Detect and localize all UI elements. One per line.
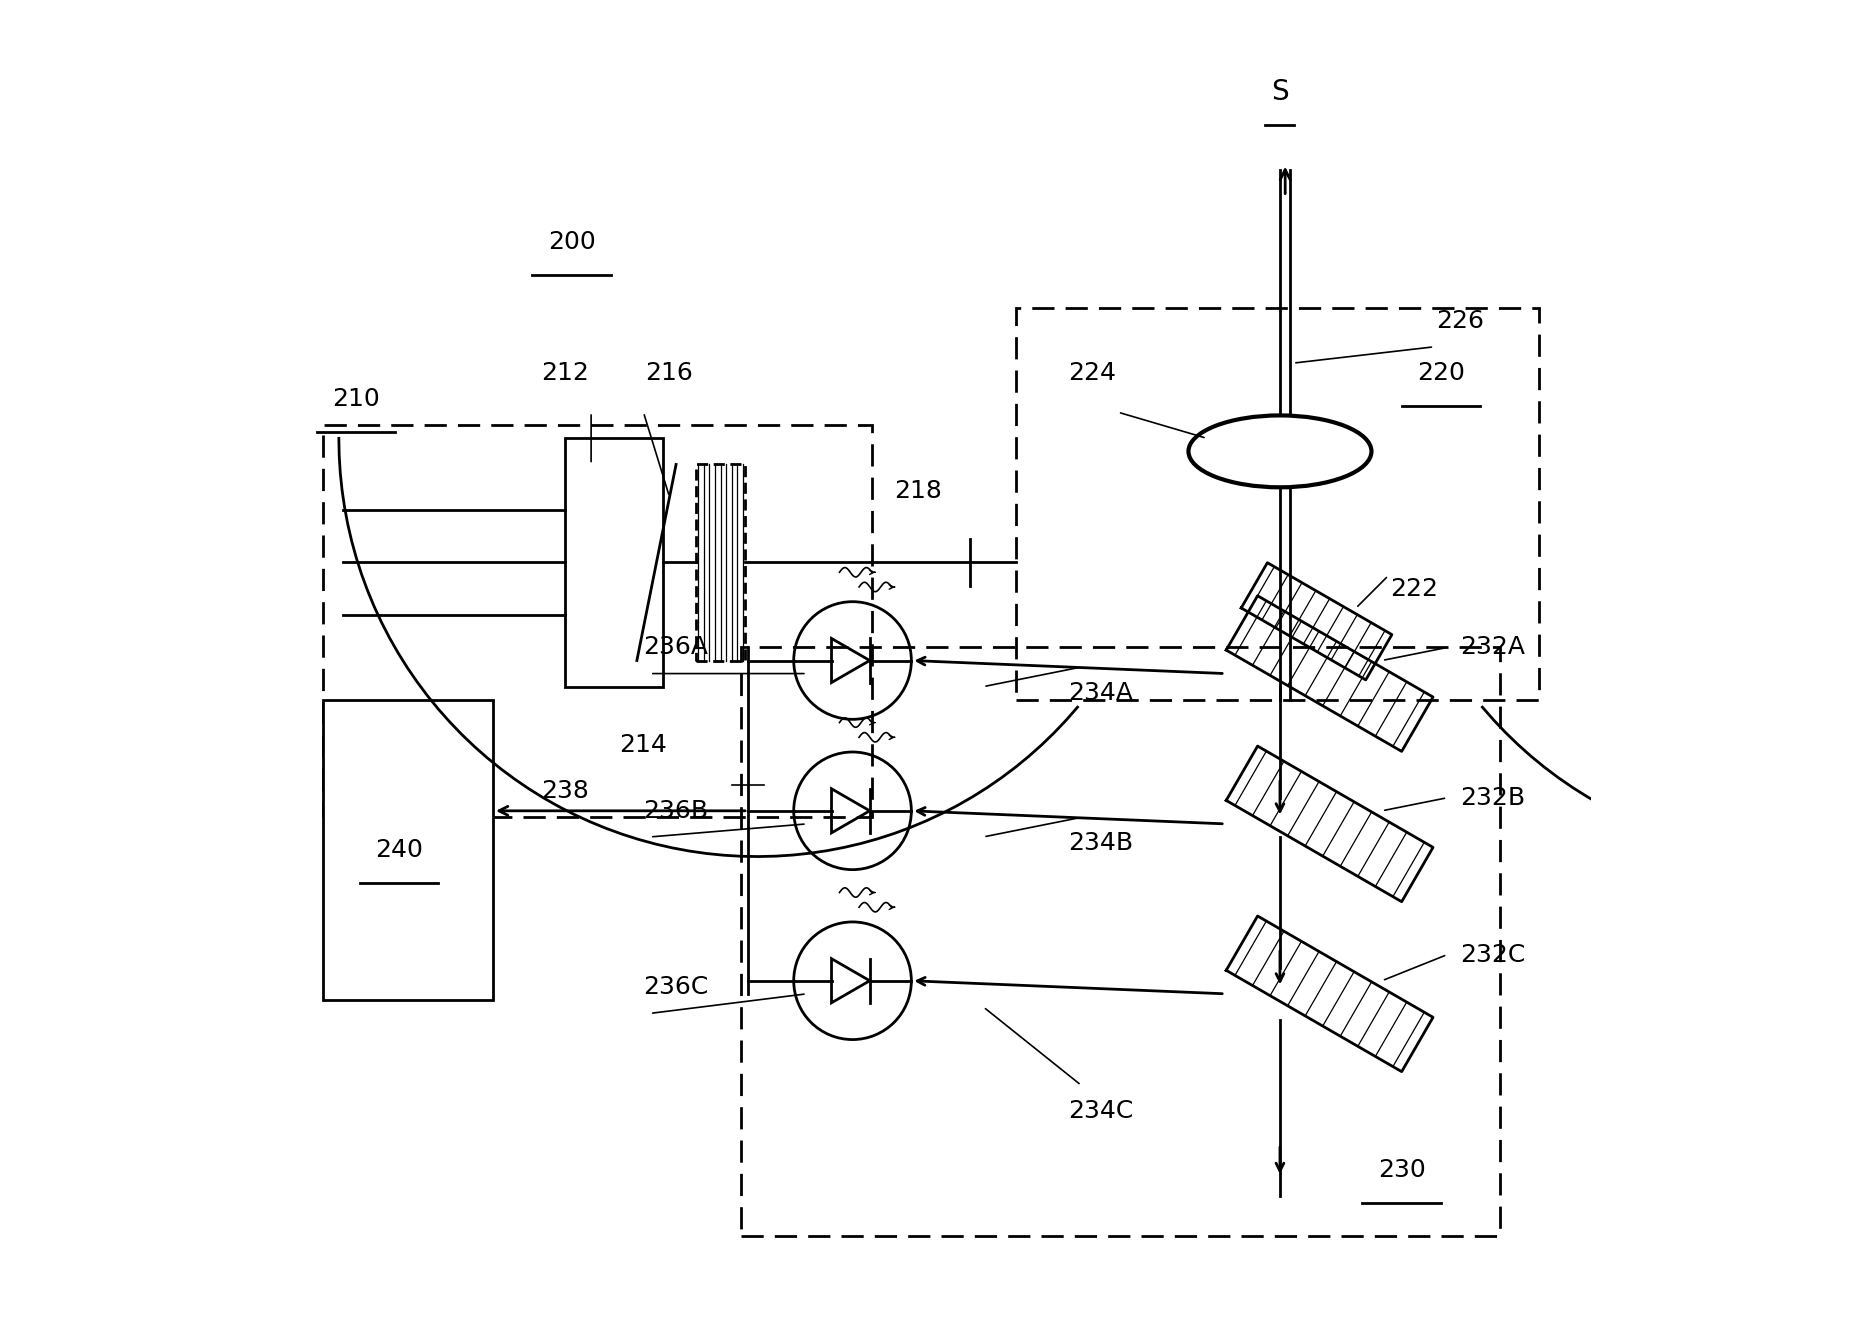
Text: 224: 224 xyxy=(1067,361,1116,384)
Text: 240: 240 xyxy=(375,838,424,863)
Text: 234B: 234B xyxy=(1069,831,1132,856)
Text: 236A: 236A xyxy=(643,635,709,659)
Text: 232A: 232A xyxy=(1461,635,1526,659)
Text: 214: 214 xyxy=(619,733,667,757)
Text: 238: 238 xyxy=(542,779,589,803)
Text: 218: 218 xyxy=(894,478,941,502)
Polygon shape xyxy=(564,439,664,687)
Text: 236B: 236B xyxy=(643,799,709,823)
Text: S: S xyxy=(1271,78,1288,106)
Text: 216: 216 xyxy=(645,361,694,384)
Text: 234C: 234C xyxy=(1069,1099,1134,1123)
Text: 236C: 236C xyxy=(643,975,709,999)
Polygon shape xyxy=(322,700,493,1000)
Text: 232B: 232B xyxy=(1461,786,1526,810)
Text: 210: 210 xyxy=(332,387,381,411)
Text: 220: 220 xyxy=(1418,361,1464,384)
Text: 234A: 234A xyxy=(1069,682,1132,705)
Text: 230: 230 xyxy=(1378,1159,1425,1182)
Text: 222: 222 xyxy=(1391,576,1438,601)
Text: 212: 212 xyxy=(542,361,589,384)
Text: 226: 226 xyxy=(1436,309,1485,333)
Text: 232C: 232C xyxy=(1461,943,1526,967)
Text: 200: 200 xyxy=(548,230,596,254)
